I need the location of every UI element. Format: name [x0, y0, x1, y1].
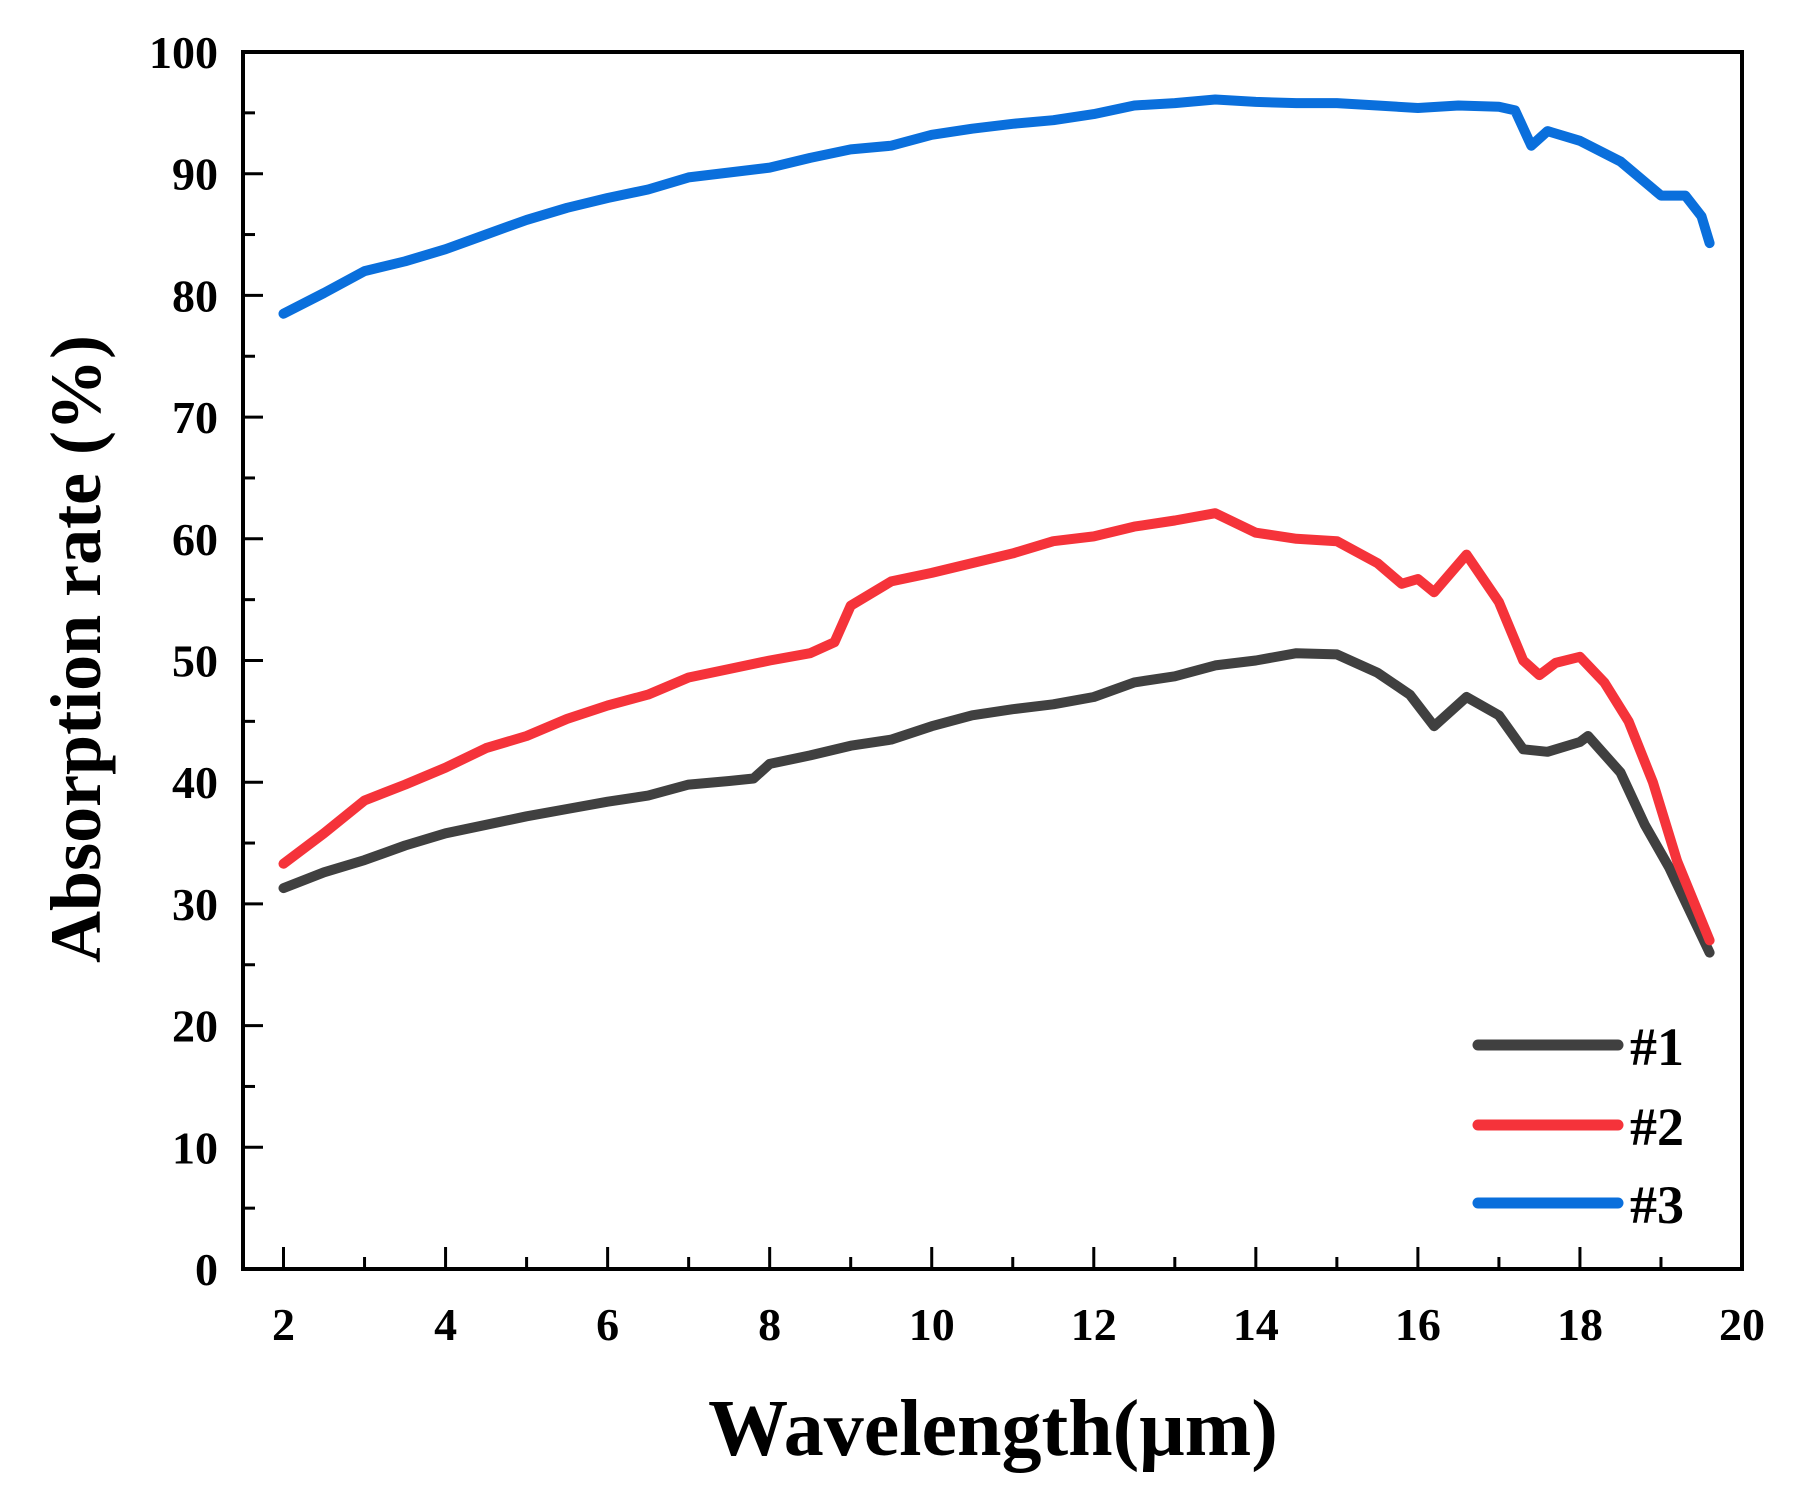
y-tick-label: 60 [172, 514, 218, 565]
x-tick-label: 2 [272, 1299, 295, 1350]
x-tick-label: 8 [758, 1299, 781, 1350]
legend: #1 #2 #3 [1472, 1017, 1684, 1235]
x-tick-label: 12 [1071, 1299, 1117, 1350]
x-tick-label: 6 [596, 1299, 619, 1350]
series-line-3 [278, 94, 1715, 319]
y-tick-label: 80 [172, 270, 218, 321]
legend-label-1: #1 [1630, 1017, 1684, 1077]
y-tick-label: 30 [172, 879, 218, 930]
x-tick-label: 4 [434, 1299, 457, 1350]
y-tick-label: 90 [172, 149, 218, 200]
y-tick-label: 10 [172, 1122, 218, 1173]
plot-lines [278, 94, 1715, 958]
x-tick-label: 20 [1719, 1299, 1765, 1350]
legend-label-2: #2 [1630, 1097, 1684, 1157]
x-tick-label: 18 [1557, 1299, 1603, 1350]
y-tick-label: 70 [172, 392, 218, 443]
series-line-2 [278, 508, 1715, 946]
legend-label-3: #3 [1630, 1175, 1684, 1235]
y-tick-label: 0 [195, 1244, 218, 1295]
y-axis-title: Absorption rate (%) [36, 335, 116, 963]
x-tick-label: 10 [909, 1299, 955, 1350]
x-tick-label: 16 [1395, 1299, 1441, 1350]
y-tick-label: 20 [172, 1001, 218, 1052]
axes: 2 4 6 8 10 12 14 16 18 20 0 10 20 30 40 50 60 70 80 90 100 [149, 27, 1765, 1350]
y-tick-label: 40 [172, 757, 218, 808]
series-line-1 [278, 648, 1715, 958]
x-tick-label: 14 [1233, 1299, 1279, 1350]
y-tick-label: 50 [172, 636, 218, 687]
x-axis-title: Wavelength(μm) [708, 1385, 1278, 1473]
plot-frame [241, 50, 1744, 1271]
y-tick-label: 100 [149, 27, 218, 78]
